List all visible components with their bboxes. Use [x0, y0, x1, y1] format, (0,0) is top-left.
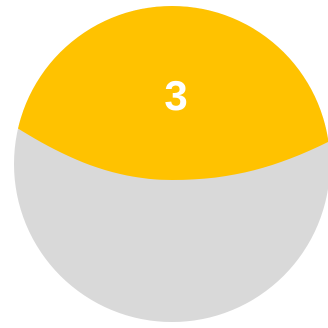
badge-number-label: 3 — [164, 72, 188, 119]
badge-fill-region — [14, 6, 328, 180]
